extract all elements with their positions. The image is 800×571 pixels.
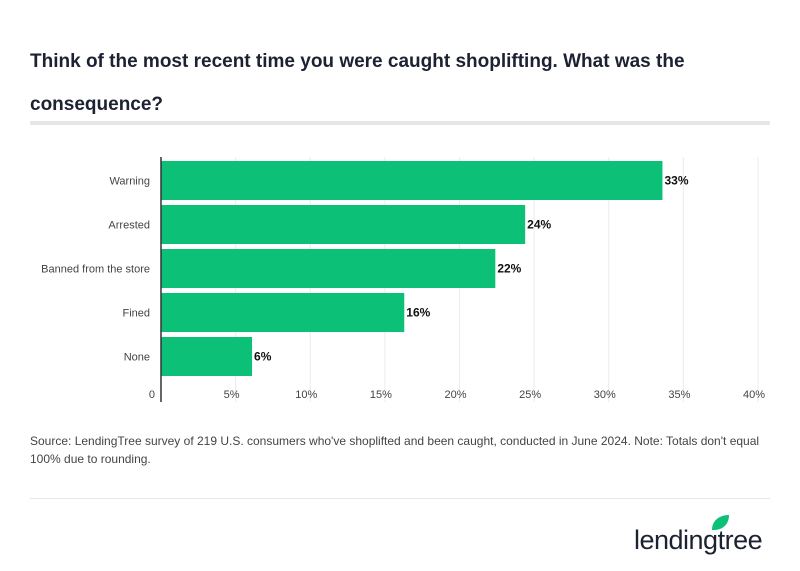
category-label: Fined	[122, 308, 150, 320]
x-tick-label: 0	[149, 389, 155, 401]
bar-arrested	[161, 205, 526, 244]
lendingtree-logo: lendingtree	[634, 515, 763, 555]
data-label: 22%	[497, 262, 521, 276]
data-label: 24%	[527, 218, 551, 232]
chart-title: Think of the most recent time you were c…	[30, 51, 685, 115]
x-tick-label: 10%	[295, 389, 317, 401]
x-tick-label: 35%	[668, 389, 690, 401]
bar-none	[161, 337, 253, 376]
x-tick-label: 20%	[444, 389, 466, 401]
x-tick-label: 5%	[224, 389, 240, 401]
title-divider	[30, 121, 770, 125]
footer-divider	[30, 498, 770, 499]
data-label: 16%	[406, 306, 430, 320]
source-note: Source: LendingTree survey of 219 U.S. c…	[30, 434, 760, 466]
bar-chart: 0 5% 10% 15% 20% 25% 30% 35% 40% Warning 33% Arrest…	[41, 157, 765, 402]
bar-warning	[161, 161, 663, 200]
x-tick-label: 25%	[519, 389, 541, 401]
bar-banned-from-the-store	[161, 249, 496, 288]
category-label: None	[124, 352, 150, 364]
svg-text:lendingtree: lendingtree	[634, 525, 762, 555]
leaf-icon	[712, 515, 729, 530]
category-label: Arrested	[108, 220, 150, 232]
x-tick-label: 40%	[743, 389, 765, 401]
bar-fined	[161, 293, 405, 332]
x-tick-label: 30%	[594, 389, 616, 401]
category-label: Warning	[109, 176, 150, 188]
category-label: Banned from the store	[41, 264, 150, 276]
data-label: 6%	[254, 350, 272, 364]
data-label: 33%	[664, 174, 688, 188]
x-tick-label: 15%	[370, 389, 392, 401]
